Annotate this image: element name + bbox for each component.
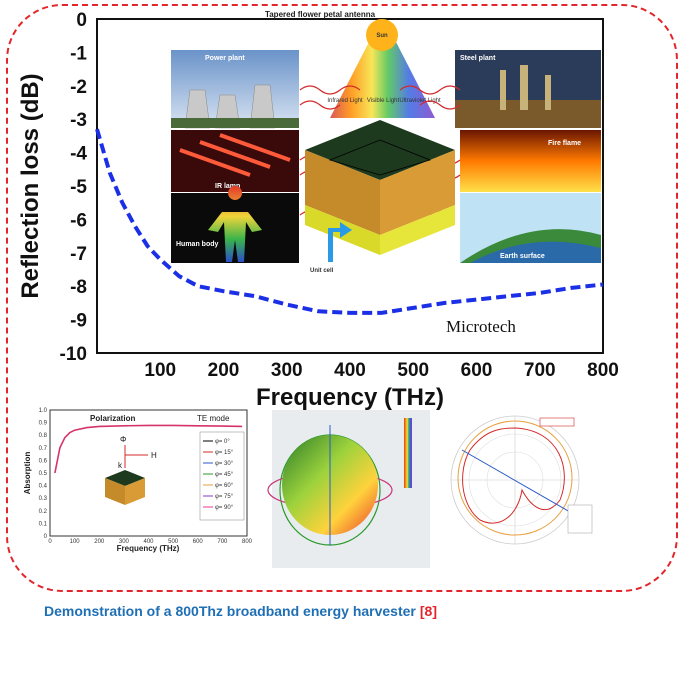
absorption-y-tick: 0.1	[39, 521, 48, 527]
spectrum-label-visible: Visible Light	[367, 98, 400, 104]
spectrum-label-infrared: Infrared Light	[327, 98, 363, 104]
y-tick-label: -10	[60, 344, 87, 365]
ir-lamp-label: IR lamp	[215, 183, 240, 190]
absorption-legend: φ= 0° φ= 15° φ= 30° φ= 45° φ= 60° φ= 75° φ= 90…	[199, 431, 245, 521]
absorption-x-tick: 400	[143, 539, 154, 545]
x-tick-label: 500	[397, 360, 429, 381]
fire-flame-image	[460, 130, 601, 192]
y-tick-label: -3	[70, 110, 87, 131]
y-tick-label: -4	[70, 144, 87, 165]
y-tick-label: -2	[70, 77, 87, 98]
absorption-y-tick: 0.3	[39, 496, 48, 502]
figure-canvas: 0 -1 -2 -3 -4 -5 -6 -7 -8 -9 -10 100 200 300 400 500 60…	[17, 10, 619, 568]
polar-curve-red	[462, 427, 565, 524]
x-tick-label: 100	[144, 360, 176, 381]
y-tick-label: -8	[70, 277, 87, 298]
absorption-y-tick: 0.6	[39, 458, 48, 464]
absorption-y-title: Absorption	[23, 452, 32, 495]
radiation-pattern-3d	[267, 410, 430, 568]
legend-entry: φ= 90°	[215, 505, 234, 511]
legend-entry: φ= 45°	[215, 472, 234, 478]
absorption-x-tick: 200	[94, 539, 105, 545]
antenna-illustration: Tapered flower petal antenna Sun Infrare…	[171, 10, 601, 274]
spectrum-label-ultraviolet: Ultraviolet Light	[399, 98, 441, 104]
power-plant-label: Power plant	[205, 55, 245, 62]
main-chart: 0 -1 -2 -3 -4 -5 -6 -7 -8 -9 -10 100 200 300 400 500 60…	[17, 10, 619, 411]
dashed-frame	[6, 4, 678, 592]
absorption-y-ticks: 0 0.1 0.2 0.3 0.4 0.5 0.6 0.7 0.8 0.9 1.0	[39, 408, 48, 540]
x-tick-label: 800	[587, 360, 619, 381]
absorption-x-tick: 700	[217, 539, 228, 545]
polarization-label: Polarization	[90, 414, 135, 423]
absorption-y-tick: 0.7	[39, 446, 48, 452]
te-mode-label: TE mode	[197, 414, 230, 423]
absorption-y-tick: 0.4	[39, 484, 48, 490]
y-tick-label: -5	[70, 177, 87, 198]
y-tick-label: -6	[70, 210, 87, 231]
microtech-watermark: Microtech	[446, 317, 516, 336]
reflection-loss-curve	[95, 128, 604, 315]
absorption-y-tick: 0	[44, 534, 48, 540]
absorption-y-tick: 1.0	[39, 408, 48, 414]
x-tick-label: 200	[208, 360, 240, 381]
absorption-x-tick: 100	[70, 539, 81, 545]
absorption-y-tick: 0.2	[39, 509, 48, 515]
sun-icon	[366, 19, 398, 51]
phi-label: Φ	[120, 435, 126, 444]
polar-curve-orange	[457, 420, 573, 536]
spectrum-fan	[330, 40, 435, 118]
absorption-x-tick: 300	[119, 539, 130, 545]
absorption-curve	[54, 424, 243, 474]
legend-entry: φ= 60°	[215, 483, 234, 489]
x-tick-labels: 100 200 300 400 500 600 700 800	[144, 360, 618, 381]
unit-cell-arrow	[328, 222, 352, 262]
y-tick-label: -7	[70, 244, 87, 265]
absorption-y-tick: 0.9	[39, 421, 48, 427]
legend-entry: φ= 75°	[215, 494, 234, 500]
absorption-x-title: Frequency (THz)	[117, 544, 180, 553]
absorption-y-tick: 0.8	[39, 433, 48, 439]
color-scale-bar	[404, 418, 412, 488]
inset-title: Tapered flower petal antenna	[265, 10, 376, 19]
absorption-x-tick: 600	[193, 539, 204, 545]
human-body-label: Human body	[176, 241, 218, 248]
absorption-x-tick: 500	[168, 539, 179, 545]
legend-entry: φ= 30°	[215, 461, 234, 467]
absorption-chart: 0 0.1 0.2 0.3 0.4 0.5 0.6 0.7 0.8 0.9 1.0 0 100 200 3…	[23, 405, 256, 555]
y-tick-label: -9	[70, 311, 87, 332]
y-tick-labels: 0 -1 -2 -3 -4 -5 -6 -7 -8 -9 -10	[60, 10, 88, 365]
caption-reference: [8]	[419, 603, 437, 619]
x-tick-label: 700	[524, 360, 556, 381]
y-tick-label: 0	[76, 10, 87, 31]
mini-unit-cell	[105, 470, 145, 505]
legend-entry: φ= 0°	[215, 439, 230, 445]
earth-surface-label: Earth surface	[500, 253, 545, 260]
polar-plot	[437, 410, 597, 568]
y-tick-label: -1	[70, 43, 87, 64]
unit-cell-label: Unit cell	[310, 268, 334, 274]
h-label: H	[151, 451, 157, 460]
absorption-x-tick: 800	[242, 539, 253, 545]
k-label: k	[118, 461, 123, 470]
legend-entry: φ= 15°	[215, 450, 234, 456]
sun-label: Sun	[376, 33, 388, 39]
absorption-x-ticks: 0 100 200 300 400 500 600 700 800	[48, 539, 252, 545]
x-axis-title: Frequency (THz)	[256, 384, 444, 411]
x-tick-label: 400	[334, 360, 366, 381]
steel-plant-label: Steel plant	[460, 55, 496, 62]
absorption-y-tick: 0.5	[39, 471, 48, 477]
y-axis-title: Reflection loss (dB)	[17, 73, 44, 298]
figure-caption: Demonstration of a 800Thz broadband ener…	[44, 603, 437, 619]
absorption-x-tick: 0	[48, 539, 52, 545]
x-tick-label: 600	[461, 360, 493, 381]
x-tick-label: 300	[271, 360, 303, 381]
caption-text: Demonstration of a 800Thz broadband ener…	[44, 603, 416, 619]
fire-flame-label: Fire flame	[548, 140, 581, 147]
